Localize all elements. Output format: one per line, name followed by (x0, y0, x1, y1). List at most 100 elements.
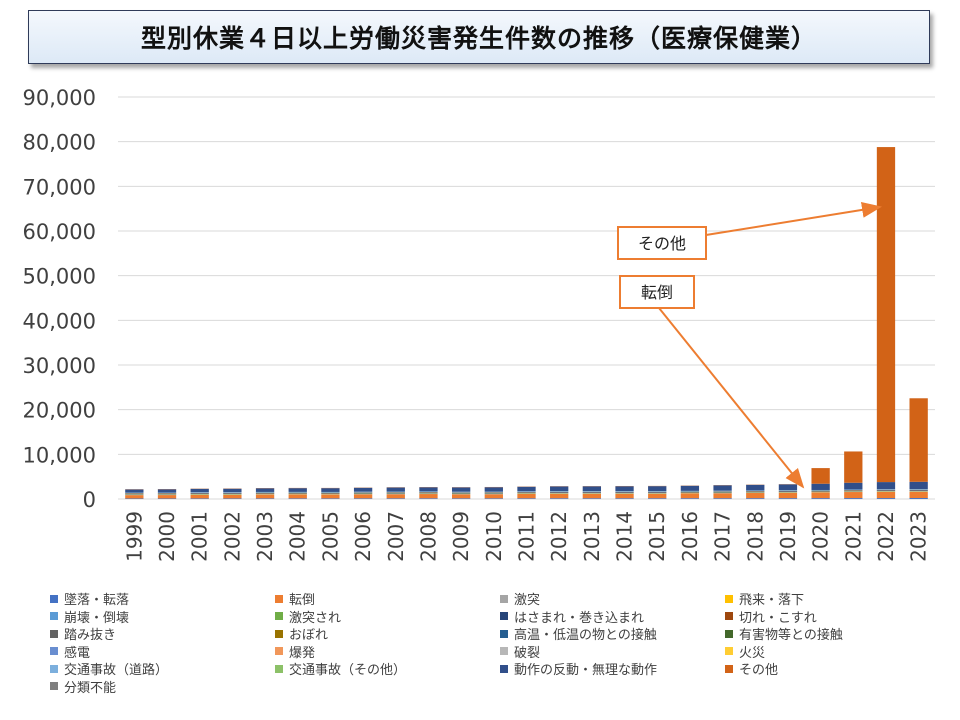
bar-segment (386, 487, 405, 492)
bar-segment (157, 495, 177, 499)
annotation-box (617, 226, 707, 260)
y-tick-label: 20,000 (23, 399, 96, 423)
bar-segment (582, 491, 602, 492)
bar-segment (615, 493, 634, 499)
bar-segment (321, 494, 340, 499)
bar-segment (288, 488, 307, 492)
bar-segment (125, 489, 144, 493)
chart-title: 型別休業４日以上労働災害発生件数の推移（医療保健業） (140, 24, 817, 53)
legend-label: 墜落・転落 (64, 593, 130, 609)
legend-label: 交通事故（道路） (64, 663, 169, 679)
bar-segment (484, 487, 503, 492)
legend-label: 交通事故（その他） (289, 663, 407, 679)
x-tick-label: 2019 (776, 511, 800, 562)
x-tick-label: 2006 (351, 511, 375, 562)
x-tick-label: 2000 (155, 511, 179, 562)
legend-label: 切れ・こすれ (739, 610, 817, 626)
bar-segment (125, 495, 144, 499)
bar-segment (615, 498, 634, 499)
legend-swatch (275, 594, 283, 603)
legend-item: 踏み抜き (50, 625, 275, 643)
bar-segment (909, 491, 928, 499)
legend-swatch (50, 682, 58, 691)
stacked-bar-chart: 0 10,000 20,000 30,000 40,000 50,000 60,000 70,… (23, 86, 935, 562)
bar-segment (419, 491, 438, 493)
x-tick-label: 2005 (318, 511, 342, 562)
legend-swatch (275, 664, 283, 673)
bar-segment (909, 498, 928, 499)
legend-label: 飛来・落下 (739, 593, 805, 609)
x-tick-label: 2022 (874, 511, 898, 562)
legend-swatch (275, 647, 283, 656)
bar-segment (419, 494, 438, 499)
legend-item: はさまれ・巻き込まれ (500, 608, 725, 626)
y-tick-label: 40,000 (23, 309, 96, 333)
bar-segment (811, 498, 830, 499)
bar-segment (844, 489, 863, 491)
legend-swatch (725, 664, 733, 673)
bar-segment (288, 498, 307, 499)
bar-segment (386, 491, 405, 493)
legend-item: その他 (725, 660, 950, 678)
bar-segment (321, 491, 340, 493)
y-tick-label: 90,000 (23, 86, 96, 110)
bar-segment (451, 498, 471, 499)
legend-swatch (500, 647, 508, 656)
x-tick-label: 2011 (515, 511, 539, 562)
bar-segment (321, 498, 340, 499)
bar-segment (876, 491, 896, 499)
bar-segment (255, 498, 275, 499)
bar-segment (157, 489, 177, 493)
legend-item: 崩壊・倒壊 (50, 608, 275, 626)
bar-segment (778, 490, 798, 491)
legend-item: 破裂 (500, 643, 725, 661)
x-tick-label: 2021 (841, 511, 865, 562)
x-tick-label: 2016 (678, 511, 702, 562)
bar-segment (746, 490, 765, 492)
x-tick-label: 2009 (449, 511, 473, 562)
legend-label: はさまれ・巻き込まれ (514, 610, 645, 626)
x-tick-label: 2003 (253, 511, 277, 562)
x-tick-label: 2017 (711, 511, 735, 562)
chart-legend: 墜落・転落 転倒 激突 飛来・落下 崩壊・倒壊 激突され はさまれ・巻き込まれ 切れ・こすれ踏… (50, 590, 950, 696)
bar-segment (223, 498, 242, 499)
legend-swatch (50, 647, 58, 656)
legend-swatch (500, 629, 508, 638)
y-tick-label: 10,000 (23, 443, 96, 467)
legend-swatch (275, 612, 283, 621)
bar-segment (648, 491, 667, 492)
legend-swatch (50, 629, 58, 638)
bar-segment (844, 492, 863, 499)
x-tick-label: 2010 (482, 511, 506, 562)
bar-segment (223, 494, 242, 499)
legend-swatch (500, 612, 508, 621)
bar-segment (125, 492, 144, 494)
bar-segment (811, 492, 830, 499)
bar-segment (680, 493, 700, 499)
annotation-arrow (658, 307, 805, 489)
legend-swatch (275, 629, 283, 638)
annotation-label: その他 (638, 234, 686, 253)
bar-segment (876, 489, 896, 490)
bar-segment (353, 494, 373, 499)
x-tick-label: 2008 (416, 511, 440, 562)
bar-segment (778, 498, 798, 499)
bar-segment (190, 494, 209, 499)
annotation-label: 転倒 (641, 283, 673, 302)
bar-segment (386, 498, 405, 499)
bar-segment (190, 488, 209, 493)
bar-segment (223, 488, 242, 493)
bar-segment (484, 498, 503, 499)
legend-label: 有害物等との接触 (739, 628, 843, 644)
bar-segment (419, 487, 438, 492)
bar-segment (255, 491, 275, 493)
legend-label: おぼれ (289, 628, 329, 644)
legend-swatch (50, 664, 58, 673)
legend-item: 激突 (500, 590, 725, 608)
legend-item: 感電 (50, 643, 275, 661)
bar-segment (778, 492, 798, 499)
bar-segment (746, 493, 765, 499)
legend-item: 激突され (275, 608, 500, 626)
bar-segment (451, 494, 471, 499)
bar-segment (648, 486, 667, 492)
